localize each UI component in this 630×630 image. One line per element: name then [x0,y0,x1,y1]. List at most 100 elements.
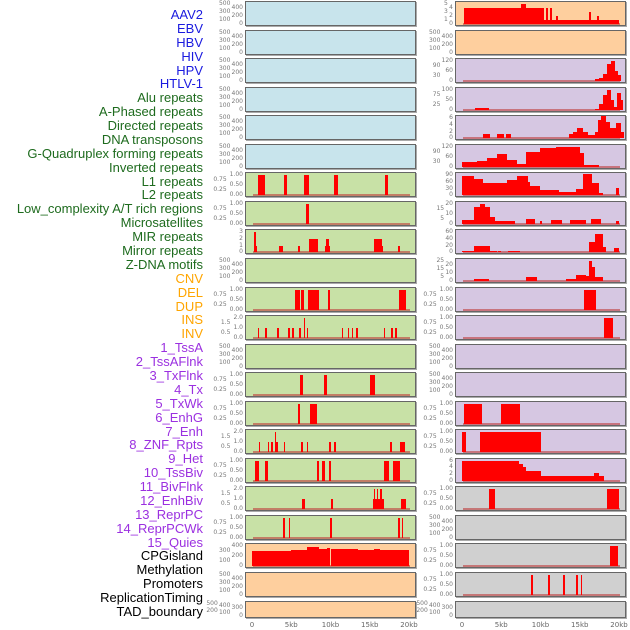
y-tick-label: 200 [441,383,453,391]
y-tick-label: 100 [218,101,231,109]
coverage-baseline [253,194,410,197]
y-tick-label: 1.0 [233,324,243,332]
signal-bar [278,245,283,253]
x-tick-label: 20kb [610,621,628,629]
y-tick-label: 200 [416,606,428,614]
signal-bar [617,92,621,110]
signal-bar [590,218,601,224]
signal-bar [526,470,542,481]
coverage-baseline [463,194,620,197]
signal-bar [539,148,557,167]
signal-bar [267,442,270,453]
x-tick-label: 5kb [494,621,508,629]
y-tick-label: 0.25 [213,471,227,479]
y-tick-label: 1.00 [439,314,453,322]
y-tick-label: 0.25 [213,528,227,536]
signal-bar [599,475,605,481]
signal-bar [473,178,484,196]
track-panel-right [455,143,626,169]
signal-bar [306,546,319,567]
signal-bar [307,289,319,310]
y-tick-label: 300 [218,264,231,272]
y-tick-label: 2 [449,12,453,19]
y-tick-label: 0.75 [213,204,227,212]
track-panel-left [245,1,416,26]
y-tick-label: 400 [231,118,243,126]
y-tick-label: 90 [432,62,441,70]
y-tick-label: 300 [218,547,231,555]
y-tick-label: 0 [449,134,453,142]
track-label: CPGisland [140,548,203,564]
signal-bar [523,467,527,481]
coverage-baseline [253,422,410,425]
signal-bar [575,274,587,281]
y-tick-label: 300 [218,8,231,15]
signal-bar [615,71,619,82]
y-tick-label: 0 [239,611,243,619]
signal-bar [489,489,495,510]
y-tick-label: 200 [231,12,243,19]
y-tick-label: 50 [445,95,453,103]
coverage-baseline [253,479,410,482]
y-tick-label: 500 [218,0,231,7]
track-panel-left [245,514,416,540]
y-tick-label: 90 [432,147,441,155]
signal-bar [593,473,600,481]
y-tick-label: 0.50 [439,552,453,560]
coverage-baseline [463,251,620,254]
signal-bar [544,20,619,24]
y-tick-label: 0 [449,105,453,113]
signal-bar [283,442,286,453]
signal-bar [475,108,489,110]
y-tick-label: 5 [440,214,445,222]
signal-bar [328,289,330,310]
y-tick-label: 1.0 [233,495,243,503]
coverage-baseline [463,80,620,83]
signal-bar [462,460,519,481]
signal-bar [341,328,344,339]
signal-bar [506,160,517,167]
y-tick-label: 400 [441,32,453,40]
coverage-baseline [463,222,620,225]
signal-bar [303,318,306,339]
signal-bar [330,499,333,510]
y-tick-label: 0 [239,562,243,570]
y-tick-label: 300 [218,150,231,158]
signal-bar [501,403,521,424]
signal-bar [398,517,400,538]
y-tick-label: 0 [239,162,243,170]
track-label: 14_ReprPCWk [116,520,203,536]
track-panel-left [245,486,416,512]
y-tick-label: 500 [428,513,441,521]
y-tick-label: 2 [449,127,453,135]
signal-bar [575,575,578,595]
y-tick-label: 400 [231,32,243,40]
y-tick-label: 0 [239,105,243,113]
y-tick-label: 100 [218,557,231,565]
signal-bar [308,239,318,253]
signal-bar [258,175,266,196]
y-tick-label: 200 [441,354,453,362]
track-panel-left [245,229,416,255]
signal-bar [496,154,507,167]
signal-bar [330,517,332,538]
signal-bar [255,245,258,253]
track-panel-left [245,58,416,84]
signal-bar [595,276,603,281]
y-tick-label: 2 [239,235,243,243]
y-tick-label: 0.00 [439,305,453,313]
y-tick-label: 0.00 [229,391,243,399]
y-tick-label: 100 [218,587,231,594]
signal-bar [496,133,504,139]
y-tick-label: 2 [449,470,453,478]
signal-bar [579,153,585,167]
y-tick-label: 0.50 [229,209,243,217]
coverage-baseline [253,251,410,254]
track-panel-left [245,286,416,312]
coverage-baseline [463,165,620,168]
track-label: 9_Het [168,451,203,467]
signal-bar [264,328,267,339]
signal-bar [520,4,527,24]
x-tick-label: 15kb [361,621,379,629]
y-tick-label: 0.50 [439,295,453,303]
